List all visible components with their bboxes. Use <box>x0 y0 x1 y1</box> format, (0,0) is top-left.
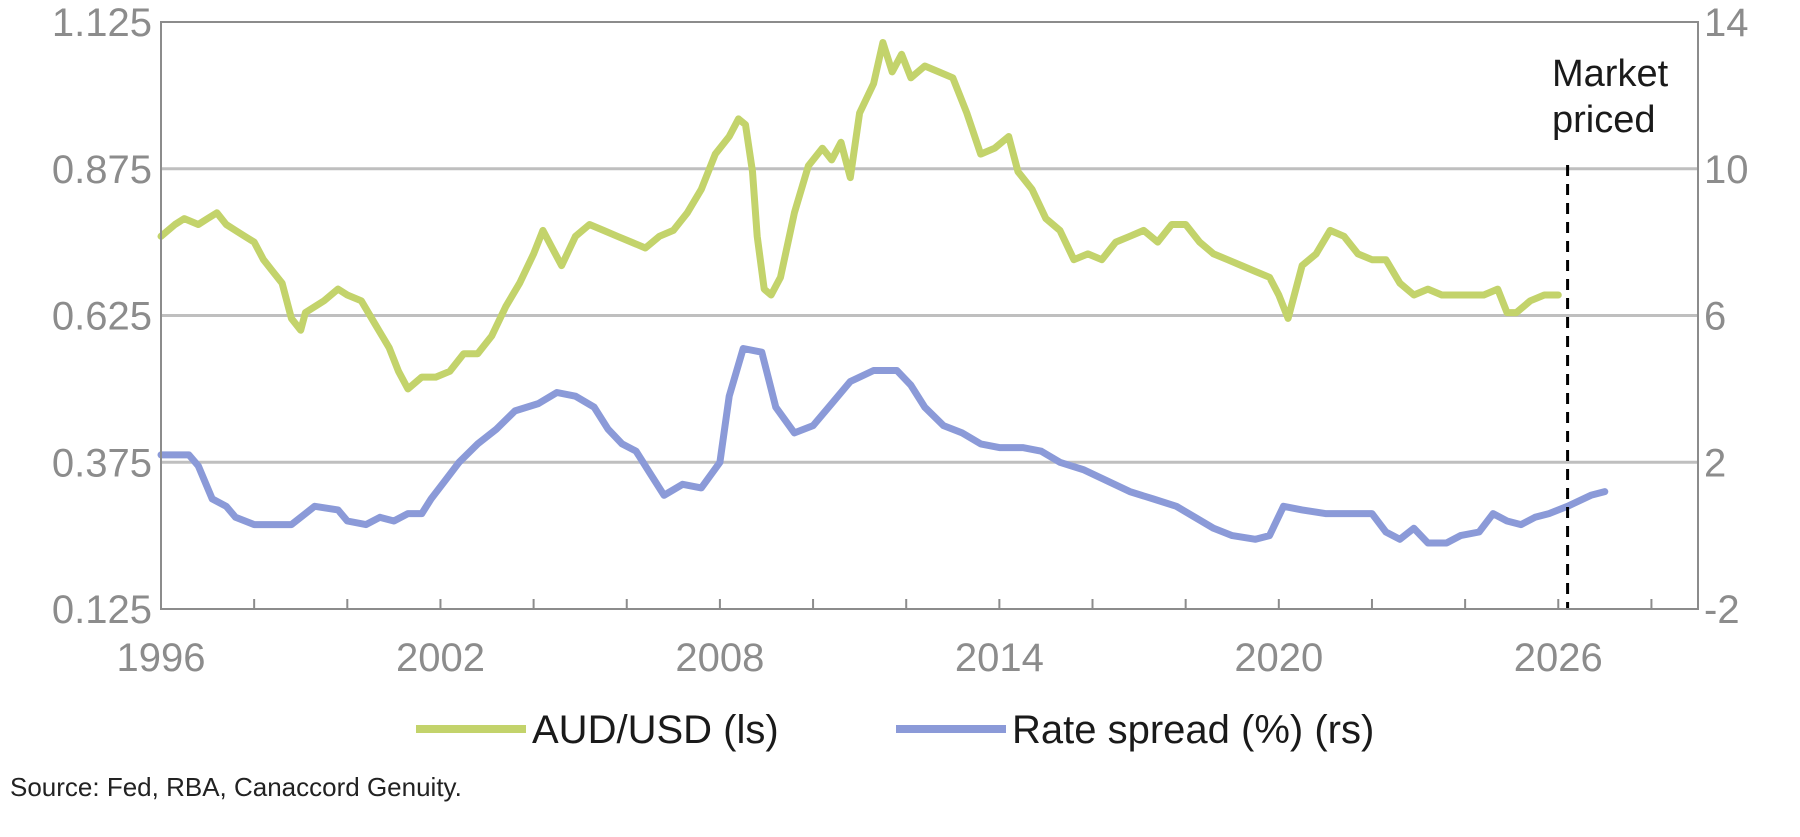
x-axis-tick-label: 2014 <box>955 636 1044 680</box>
annotation-text-line: Market <box>1552 53 1669 95</box>
series-layer <box>157 39 1609 547</box>
legend-label-rate-spread: Rate spread (%) (rs) <box>1012 708 1374 752</box>
x-axis-tick-label: 2026 <box>1514 636 1603 680</box>
right-axis-tick-label: -2 <box>1704 588 1740 632</box>
x-axis-tick-label: 2008 <box>675 636 764 680</box>
left-axis-tick-label: 0.625 <box>52 295 152 339</box>
source-note: Source: Fed, RBA, Canaccord Genuity. <box>10 772 462 802</box>
right-axis-tick-label: 2 <box>1704 441 1726 485</box>
plot-frame <box>160 21 1699 610</box>
right-axis-tick-labels: 14 10 6 2 -2 <box>1704 1 1749 632</box>
x-axis-tick-label: 1996 <box>117 636 206 680</box>
left-axis-tick-label: 0.375 <box>52 441 152 485</box>
chart: 1.125 0.875 0.625 0.375 0.125 14 10 6 2 -2 1996 2… <box>52 1 1749 752</box>
legend: AUD/USD (ls) Rate spread (%) (rs) <box>416 708 1374 752</box>
annotation-text-line: priced <box>1552 99 1656 141</box>
left-axis-tick-label: 0.875 <box>52 148 152 192</box>
x-axis-tick-label: 2002 <box>396 636 485 680</box>
aud-usd-line <box>157 39 1562 393</box>
x-axis: 1996 2002 2008 2014 2020 2026 <box>117 599 1653 680</box>
rate-spread-line <box>157 345 1609 547</box>
right-axis-tick-label: 10 <box>1704 148 1749 192</box>
left-axis-tick-label: 0.125 <box>52 588 152 632</box>
right-axis-tick-label: 14 <box>1704 1 1749 45</box>
left-axis-tick-label: 1.125 <box>52 1 152 45</box>
right-axis-tick-label: 6 <box>1704 295 1726 339</box>
x-axis-tick-label: 2020 <box>1234 636 1323 680</box>
grid-lines <box>161 167 1698 464</box>
legend-label-aud-usd: AUD/USD (ls) <box>532 708 779 752</box>
left-axis-tick-labels: 1.125 0.875 0.625 0.375 0.125 <box>52 1 152 632</box>
